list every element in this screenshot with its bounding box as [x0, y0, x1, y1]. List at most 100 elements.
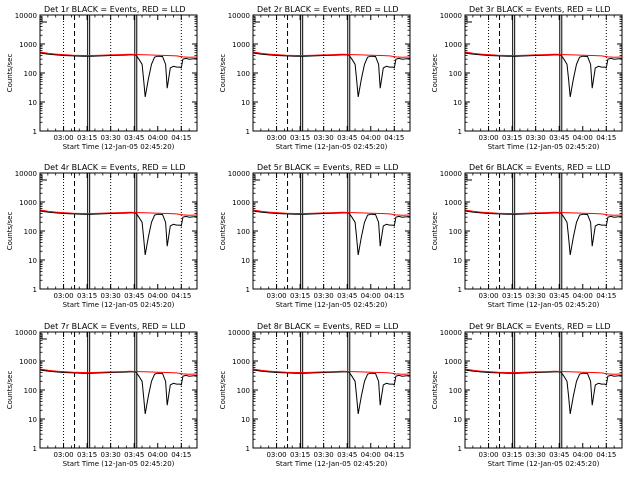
events-series-line	[253, 210, 410, 255]
events-series-line	[40, 210, 197, 255]
y-tick-label: 10	[453, 416, 462, 424]
events-series-line	[253, 52, 410, 97]
x-tick-label: 03:00	[53, 451, 73, 459]
y-tick-label: 1	[33, 128, 37, 136]
x-tick-label: 04:00	[361, 451, 381, 459]
y-tick-label: 10000	[228, 12, 250, 20]
y-axis-label: Counts/sec	[431, 54, 439, 93]
x-tick-label: 03:00	[478, 134, 498, 142]
y-axis-label: Counts/sec	[431, 212, 439, 251]
x-tick-label: 03:00	[266, 134, 286, 142]
y-axis-label: Counts/sec	[219, 54, 227, 93]
y-tick-label: 10000	[440, 329, 462, 337]
y-axis-label: Counts/sec	[431, 371, 439, 410]
y-tick-label: 1000	[232, 41, 250, 49]
panel-title: Det 3r BLACK = Events, RED = LLD	[469, 5, 611, 14]
panel-title: Det 9r BLACK = Events, RED = LLD	[469, 322, 611, 331]
panel-3: Det 3r BLACK = Events, RED = LLD 1 10 100 10…	[431, 5, 623, 151]
x-tick-label: 03:30	[314, 451, 334, 459]
y-tick-label: 10000	[15, 329, 37, 337]
y-tick-label: 1000	[232, 358, 250, 366]
panel-title: Det 6r BLACK = Events, RED = LLD	[469, 163, 611, 172]
y-tick-label: 1000	[444, 41, 462, 49]
corner-marker	[41, 334, 47, 340]
y-axis-label: Counts/sec	[6, 371, 14, 410]
y-tick-label: 1	[246, 445, 250, 453]
x-tick-label: 03:45	[549, 292, 569, 300]
corner-marker	[41, 175, 47, 181]
lld-series-line	[465, 368, 622, 375]
panel-title: Det 2r BLACK = Events, RED = LLD	[257, 5, 399, 14]
x-tick-label: 03:45	[124, 134, 144, 142]
y-tick-label: 100	[237, 228, 250, 236]
y-tick-label: 10000	[440, 12, 462, 20]
y-tick-label: 10000	[228, 170, 250, 178]
y-tick-label: 100	[449, 228, 462, 236]
panel-title: Det 1r BLACK = Events, RED = LLD	[44, 5, 186, 14]
panel-title: Det 7r BLACK = Events, RED = LLD	[44, 322, 186, 331]
x-tick-label: 03:45	[124, 292, 144, 300]
panel-2: Det 2r BLACK = Events, RED = LLD 1 10 100 10…	[219, 5, 411, 151]
corner-marker	[41, 17, 47, 23]
y-tick-label: 10	[28, 416, 37, 424]
lld-series-line	[253, 368, 410, 375]
x-tick-label: 03:15	[502, 134, 522, 142]
x-axis-label: Start Time (12-Jan-05 02:45:20)	[276, 143, 388, 151]
x-tick-label: 03:15	[290, 292, 310, 300]
x-tick-label: 03:30	[101, 292, 121, 300]
y-tick-label: 100	[24, 387, 37, 395]
y-tick-label: 100	[24, 228, 37, 236]
x-tick-label: 03:00	[53, 134, 73, 142]
x-tick-label: 03:15	[77, 292, 97, 300]
x-tick-label: 03:15	[502, 451, 522, 459]
events-series-line	[40, 369, 197, 414]
x-tick-label: 03:00	[266, 451, 286, 459]
x-axis-label: Start Time (12-Jan-05 02:45:20)	[488, 301, 600, 309]
y-tick-label: 10000	[440, 170, 462, 178]
x-tick-label: 04:00	[361, 134, 381, 142]
x-tick-label: 03:30	[314, 134, 334, 142]
x-axis-label: Start Time (12-Jan-05 02:45:20)	[63, 301, 175, 309]
y-tick-label: 10000	[15, 12, 37, 20]
x-tick-label: 03:15	[77, 451, 97, 459]
x-tick-label: 03:15	[502, 292, 522, 300]
panel-6: Det 6r BLACK = Events, RED = LLD 1 10 100 10…	[431, 163, 623, 309]
x-tick-label: 04:15	[596, 134, 616, 142]
y-axis-label: Counts/sec	[219, 212, 227, 251]
y-tick-label: 1	[246, 128, 250, 136]
panel-1: Det 1r BLACK = Events, RED = LLD 1 10 100 10…	[6, 5, 198, 151]
x-tick-label: 03:15	[290, 451, 310, 459]
x-tick-label: 04:15	[384, 134, 404, 142]
x-tick-label: 03:45	[549, 451, 569, 459]
y-tick-label: 10	[453, 257, 462, 265]
events-series-line	[253, 369, 410, 414]
y-tick-label: 1	[246, 286, 250, 294]
y-tick-label: 1000	[444, 358, 462, 366]
x-tick-label: 03:30	[314, 292, 334, 300]
y-tick-label: 10	[28, 99, 37, 107]
y-tick-label: 100	[24, 70, 37, 78]
y-tick-label: 10000	[228, 329, 250, 337]
x-tick-label: 04:00	[573, 134, 593, 142]
y-tick-label: 10	[241, 99, 250, 107]
y-tick-label: 10	[28, 257, 37, 265]
x-tick-label: 03:45	[124, 451, 144, 459]
x-tick-label: 03:30	[526, 134, 546, 142]
y-tick-label: 10000	[15, 170, 37, 178]
panel-9: Det 9r BLACK = Events, RED = LLD 1 10 100 10…	[431, 322, 623, 468]
x-tick-label: 04:00	[148, 292, 168, 300]
x-tick-label: 03:30	[526, 451, 546, 459]
x-tick-label: 04:15	[171, 292, 191, 300]
y-tick-label: 10	[453, 99, 462, 107]
corner-marker	[254, 175, 260, 181]
x-tick-label: 03:00	[266, 292, 286, 300]
corner-marker	[254, 334, 260, 340]
panel-title: Det 8r BLACK = Events, RED = LLD	[257, 322, 399, 331]
y-tick-label: 1	[458, 286, 462, 294]
lld-series-line	[465, 209, 622, 216]
x-tick-label: 04:00	[148, 134, 168, 142]
x-tick-label: 03:30	[101, 451, 121, 459]
x-tick-label: 03:30	[526, 292, 546, 300]
x-tick-label: 04:00	[361, 292, 381, 300]
y-tick-label: 100	[449, 70, 462, 78]
